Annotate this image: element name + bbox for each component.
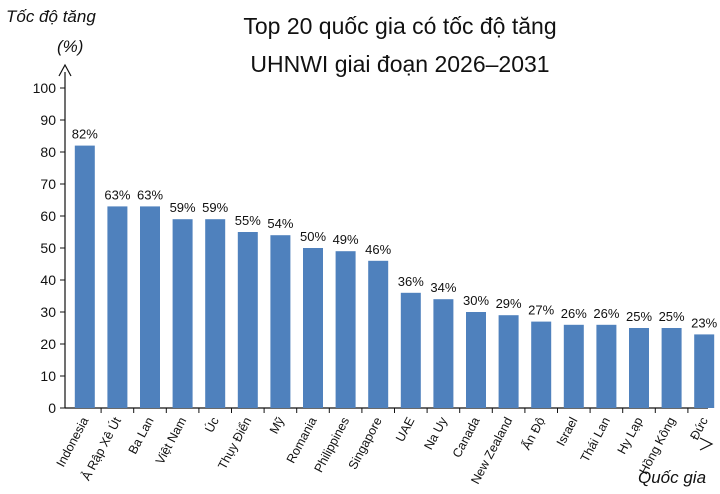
- bar: [498, 315, 519, 408]
- bar: [368, 260, 389, 408]
- data-label: 46%: [365, 242, 391, 257]
- bar: [466, 312, 486, 408]
- y-axis-label-line-1: Tốc độ tăng: [6, 7, 96, 26]
- x-tick-label: Úc: [201, 414, 221, 435]
- y-tick-label: 70: [40, 176, 56, 192]
- data-label: 27%: [528, 303, 554, 318]
- data-label: 25%: [659, 309, 685, 324]
- bar: [303, 248, 323, 408]
- x-tick-label: Đức: [687, 415, 710, 442]
- data-label: 55%: [235, 213, 261, 228]
- bar: [74, 145, 95, 408]
- y-tick-label: 10: [40, 368, 56, 384]
- data-label: 54%: [267, 216, 293, 231]
- data-label: 50%: [300, 229, 326, 244]
- data-label: 63%: [137, 187, 163, 202]
- data-label: 23%: [691, 315, 717, 330]
- x-tick-label: Indonesia: [54, 415, 92, 469]
- data-labels: 82% 63% 63% 59% 59% 55% 54% 50% 49% 46% 36% 34% 30% 2…: [72, 127, 718, 331]
- bar: [629, 328, 649, 408]
- data-label: 29%: [496, 296, 522, 311]
- data-label: 26%: [593, 306, 619, 321]
- bar: [335, 251, 356, 408]
- x-tick-label: Thái Lan: [578, 415, 613, 465]
- y-tick-label: 20: [40, 336, 56, 352]
- x-tick-label: Ấn Độ: [518, 414, 548, 452]
- x-tick-label: Canada: [450, 415, 483, 460]
- y-tick-label: 100: [33, 80, 57, 96]
- data-label: 30%: [463, 293, 489, 308]
- y-tick-label: 60: [40, 208, 56, 224]
- bar: [661, 328, 682, 408]
- bar: [433, 299, 454, 408]
- data-label: 49%: [333, 232, 359, 247]
- bar: [270, 235, 291, 408]
- y-tick-label: 30: [40, 304, 56, 320]
- data-label: 26%: [561, 306, 587, 321]
- x-tick-label: Na Uy: [421, 414, 450, 452]
- bar: [205, 219, 226, 408]
- chart-title-line-2: UHNWI giai đoạn 2026–2031: [250, 51, 549, 77]
- x-axis-arrow-icon: [699, 437, 714, 451]
- x-tick-label: Hy Lạp: [615, 415, 646, 457]
- data-label: 59%: [202, 200, 228, 215]
- chart-title-line-1: Top 20 quốc gia có tốc độ tăng: [243, 13, 556, 39]
- x-axis-label: Quốc gia: [638, 468, 706, 487]
- x-tick-label: Việt Nam: [153, 415, 189, 467]
- x-tick-label: Singapore: [346, 415, 385, 472]
- bar: [563, 324, 584, 408]
- y-tick-label: 50: [40, 240, 56, 256]
- x-tick-label: Romania: [284, 415, 320, 466]
- y-tick-label: 40: [40, 272, 56, 288]
- x-tick-label: Mỹ: [267, 414, 288, 436]
- bar: [694, 334, 715, 408]
- bar: [531, 321, 552, 408]
- data-label: 59%: [170, 200, 196, 215]
- bars: [74, 145, 715, 408]
- bar: [596, 324, 617, 408]
- data-label: 63%: [104, 187, 130, 202]
- data-label: 34%: [430, 280, 456, 295]
- bar: [237, 232, 258, 408]
- x-tick-label: Ba Lan: [126, 415, 157, 457]
- bar: [107, 206, 128, 408]
- bar: [172, 219, 193, 408]
- y-axis-label-line-2: (%): [57, 37, 83, 56]
- x-tick-label: UAE: [393, 415, 417, 444]
- data-label: 36%: [398, 274, 424, 289]
- y-axis-arrow-icon: [58, 63, 72, 77]
- y-ticks: 0 10 20 30 40 50 60 70 80 90 100: [33, 80, 65, 416]
- bar: [400, 292, 421, 408]
- x-tick-label: Israel: [554, 415, 581, 449]
- x-tick-label: Thụy Điển: [215, 415, 254, 472]
- y-tick-label: 80: [40, 144, 56, 160]
- y-tick-label: 90: [40, 112, 56, 128]
- bar: [140, 206, 160, 408]
- data-label: 82%: [72, 127, 98, 142]
- y-tick-label: 0: [48, 400, 56, 416]
- data-label: 25%: [626, 309, 652, 324]
